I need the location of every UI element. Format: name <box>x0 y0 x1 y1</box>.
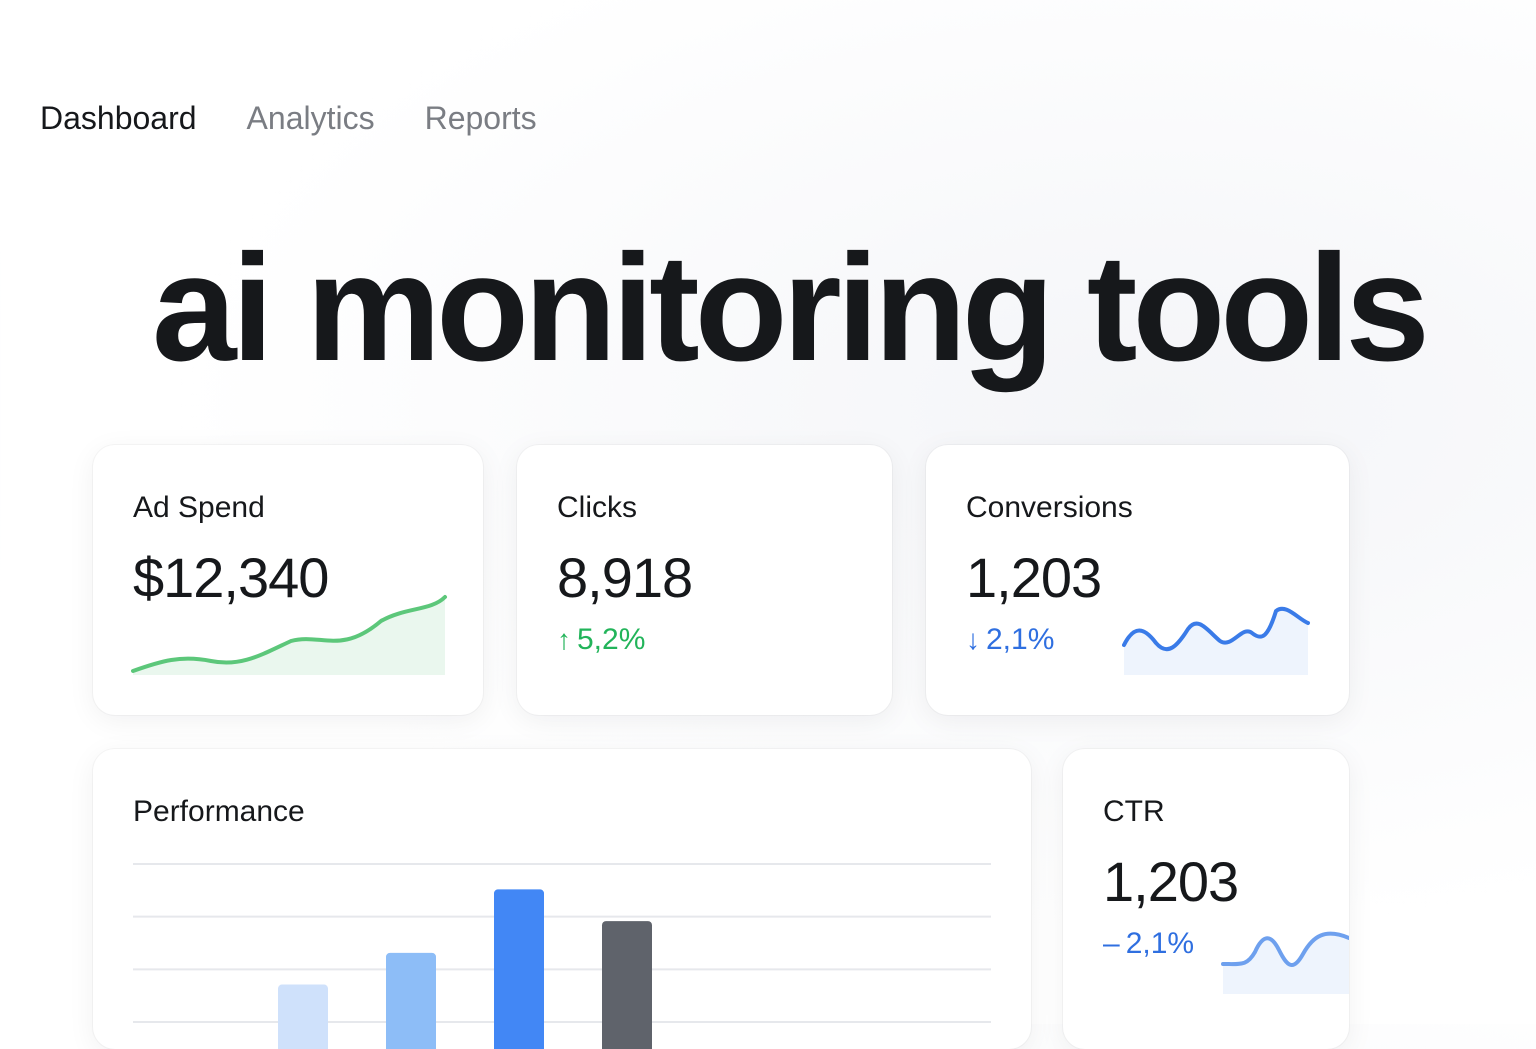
top-nav: Dashboard Analytics Reports <box>40 100 537 137</box>
nav-tab-analytics[interactable]: Analytics <box>246 100 375 136</box>
performance-card[interactable]: Performance <box>93 749 1031 1049</box>
ctr-value: 1,203 <box>1103 850 1239 913</box>
conversions-sparkline <box>1122 606 1310 675</box>
nav-tab-reports[interactable]: Reports <box>424 100 537 136</box>
clicks-value: 8,918 <box>557 546 693 609</box>
ad-spend-sparkline-area <box>133 597 445 675</box>
performance-title: Performance <box>133 795 305 828</box>
chart-bar[interactable] <box>278 984 328 1049</box>
conversions-sparkline-area <box>1124 608 1308 675</box>
ctr-delta-value: 2,1% <box>1125 927 1195 960</box>
ad-spend-card[interactable]: Ad Spend $12,340 <box>93 445 483 715</box>
conversions-sparkline-line <box>1122 606 1310 651</box>
ad-spend-sparkline-line <box>131 595 447 673</box>
ctr-sparkline-line <box>1221 931 1349 967</box>
clicks-delta-value: 5,2% <box>577 623 646 656</box>
conversions-value: 1,203 <box>966 546 1102 609</box>
chart-bar[interactable] <box>386 952 436 1049</box>
clicks-card[interactable]: Clicks 8,918 ↑ 5,2% <box>517 445 892 715</box>
performance-chart <box>133 863 991 1049</box>
arrow-down-icon: ↓ <box>966 624 980 655</box>
chart-bar[interactable] <box>602 921 652 1049</box>
ad-spend-sparkline <box>131 595 447 675</box>
chart-bar[interactable] <box>494 889 544 1049</box>
ctr-card[interactable]: CTR 1,203 – 2,1% <box>1063 749 1349 1049</box>
ctr-sparkline <box>1221 931 1349 994</box>
arrow-up-icon: ↑ <box>557 624 571 655</box>
conversions-delta: ↓ 2,1% <box>966 623 1054 657</box>
conversions-card[interactable]: Conversions 1,203 ↓ 2,1% <box>926 445 1349 715</box>
clicks-delta: ↑ 5,2% <box>557 623 645 657</box>
ad-spend-value: $12,340 <box>133 546 329 609</box>
ctr-label: CTR <box>1103 795 1165 828</box>
clicks-label: Clicks <box>557 491 637 524</box>
minus-icon: – <box>1103 927 1120 960</box>
ad-spend-label: Ad Spend <box>133 491 265 524</box>
nav-tab-dashboard[interactable]: Dashboard <box>40 100 197 136</box>
conversions-label: Conversions <box>966 491 1133 524</box>
page-title: ai monitoring tools <box>152 223 1430 393</box>
conversions-delta-value: 2,1% <box>986 623 1055 656</box>
ctr-delta: – 2,1% <box>1103 927 1194 961</box>
